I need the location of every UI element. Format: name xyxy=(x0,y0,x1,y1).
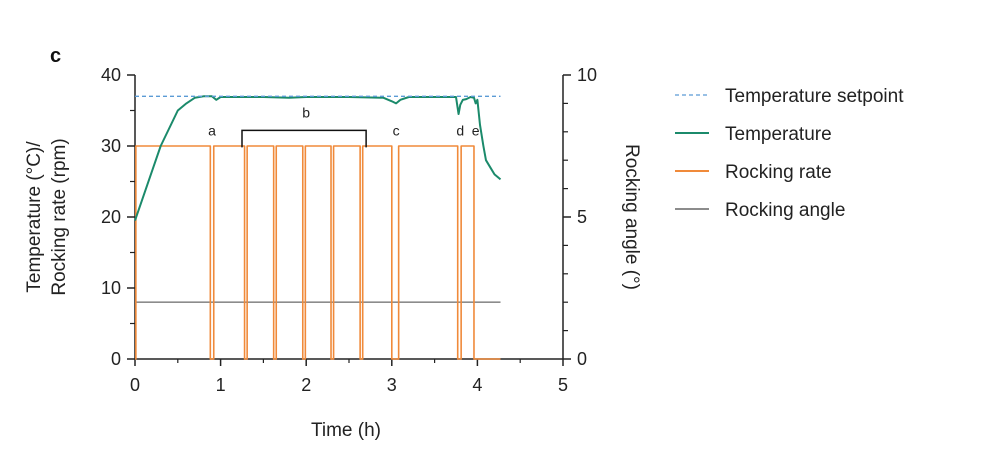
annotation-label-e: e xyxy=(472,122,480,138)
right-y-tick-label-5: 5 xyxy=(577,207,587,227)
x-tick-label-2: 2 xyxy=(301,375,311,395)
x-tick-label-0: 0 xyxy=(130,375,140,395)
left-y-tick-label-30: 30 xyxy=(101,136,121,156)
annotation-label-a: a xyxy=(208,122,216,138)
legend-label-rocking-angle: Rocking angle xyxy=(725,200,845,221)
right-y-axis-title-text: Rocking angle (°) xyxy=(621,144,642,290)
left-y-tick-label-0: 0 xyxy=(111,349,121,369)
legend: Temperature setpoint Temperature Rocking r… xyxy=(675,86,904,221)
left-y-axis-title-line1: Temperature (°C)/ xyxy=(24,141,45,293)
left-y-tick-label-40: 40 xyxy=(101,65,121,85)
x-tick-label-4: 4 xyxy=(472,375,482,395)
annotation-label-d: d xyxy=(456,122,464,138)
left-y-axis-title: Temperature (°C)/ Rocking rate (rpm) xyxy=(24,138,70,295)
series-layer xyxy=(134,95,502,360)
annotations-layer: a b c d e xyxy=(208,105,480,148)
right-y-tick-label-0: 0 xyxy=(577,349,587,369)
x-tick-label-3: 3 xyxy=(387,375,397,395)
left-y-tick-label-20: 20 xyxy=(101,207,121,227)
annotation-bracket-b xyxy=(241,129,367,148)
legend-label-rocking-rate: Rocking rate xyxy=(725,162,832,183)
annotation-label-b: b xyxy=(302,105,310,121)
series-temperature xyxy=(134,95,502,221)
series-rocking-rate xyxy=(135,145,501,360)
x-tick-label-1: 1 xyxy=(216,375,226,395)
right-y-axis-title: Rocking angle (°) xyxy=(621,144,642,290)
x-axis-title: Time (h) xyxy=(311,420,381,441)
x-tick-label-5: 5 xyxy=(558,375,568,395)
annotation-label-c: c xyxy=(393,122,400,138)
panel-label: c xyxy=(50,45,61,67)
legend-label-setpoint: Temperature setpoint xyxy=(725,86,904,107)
left-y-axis-title-line2: Rocking rate (rpm) xyxy=(49,138,70,295)
legend-label-temperature: Temperature xyxy=(725,124,832,145)
left-y-tick-label-10: 10 xyxy=(101,278,121,298)
axes xyxy=(134,75,564,360)
right-y-tick-label-10: 10 xyxy=(577,65,597,85)
